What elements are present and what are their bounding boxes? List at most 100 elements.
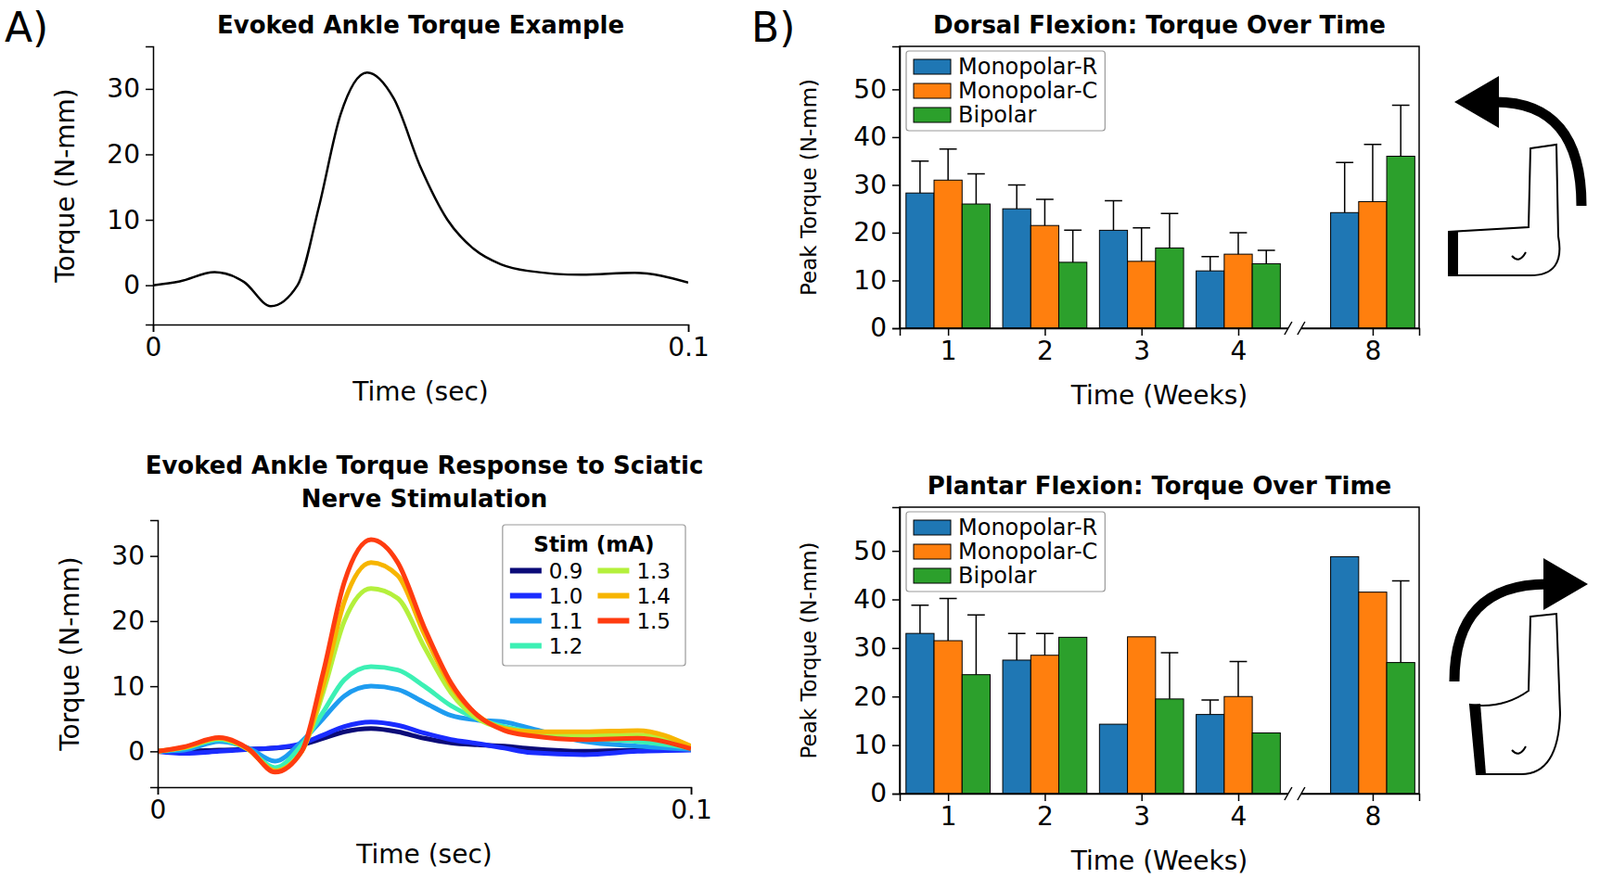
x-axis-tick-label: 3	[1133, 801, 1151, 832]
x-axis-line	[900, 329, 1421, 337]
legend: Monopolar-RMonopolar-CBipolar	[906, 51, 1105, 131]
error-bar	[1229, 662, 1248, 698]
legend-swatch	[913, 544, 951, 560]
x-axis-tick-label: 4	[1230, 335, 1248, 367]
error-bar	[1335, 162, 1354, 213]
bar	[1331, 212, 1359, 329]
x-axis-title: Time (sec)	[351, 376, 488, 408]
bar	[1196, 715, 1225, 794]
y-axis-tick: 10	[106, 204, 154, 236]
y-axis-tick-label: 20	[853, 681, 887, 713]
legend-box	[906, 51, 1105, 131]
bar	[934, 640, 962, 794]
y-axis-tick: 0	[128, 736, 158, 768]
legend-label: 1.5	[636, 609, 671, 634]
legend-swatch	[597, 593, 629, 600]
y-axis-tick: 30	[853, 632, 900, 664]
x-axis-tick: 1	[940, 793, 958, 832]
y-axis-tick-mark	[150, 555, 158, 558]
y-axis: 01020304050	[853, 508, 900, 810]
x-axis-tick-label: 8	[1365, 801, 1383, 832]
y-axis-tick: 20	[106, 139, 154, 170]
bar	[934, 179, 962, 329]
y-axis-tick-label: 10	[111, 671, 145, 703]
bar	[1002, 660, 1031, 794]
legend-label: 1.1	[549, 609, 584, 634]
y-axis-tick: 20	[853, 217, 900, 248]
legend-label: Bipolar	[958, 563, 1037, 589]
bar	[1386, 663, 1415, 794]
y-axis-tick-label: 10	[853, 729, 887, 761]
y-axis-tick: 40	[853, 121, 900, 153]
series-line	[157, 686, 692, 762]
legend-label: Monopolar-C	[958, 77, 1098, 104]
panel-label: A)	[4, 3, 49, 52]
x-axis-tick: 0	[150, 787, 167, 826]
chart-title-line: Dorsal Flexion: Torque Over Time	[933, 11, 1386, 39]
error-bar	[1161, 213, 1179, 248]
y-axis-tick: 0	[123, 269, 154, 301]
bar	[1196, 270, 1225, 329]
x-axis-tick-mark	[1238, 328, 1241, 336]
error-bar	[967, 614, 986, 675]
foot-toe	[1448, 231, 1459, 276]
y-axis-line	[892, 508, 901, 795]
y-axis-tick: 0	[870, 312, 900, 344]
error-bar	[1392, 581, 1410, 664]
bar	[961, 204, 990, 329]
error-bar	[1229, 232, 1248, 255]
x-axis-tick-mark	[691, 787, 693, 795]
x-axis-tick: 3	[1133, 328, 1151, 367]
foot-ankle	[1511, 252, 1526, 260]
x-axis-title: Time (Weeks)	[1070, 845, 1249, 877]
foot-ankle	[1511, 746, 1526, 755]
legend-swatch	[913, 59, 951, 75]
bar	[906, 633, 935, 794]
legend-label: 1.3	[636, 559, 671, 584]
y-axis: 0102030	[111, 521, 158, 789]
x-axis-tick: 2	[1036, 793, 1054, 832]
y-axis-tick: 0	[870, 778, 900, 809]
error-bar	[1036, 199, 1054, 226]
y-axis-tick-mark	[892, 744, 900, 747]
error-bar	[1201, 256, 1219, 271]
error-bar	[1392, 104, 1410, 156]
x-axis: 00.1	[145, 324, 710, 363]
error-bar	[1036, 633, 1054, 656]
y-axis-tick: 10	[853, 265, 900, 296]
plot-area	[906, 104, 1416, 329]
y-axis-tick-mark	[892, 89, 900, 91]
x-axis-tick-mark	[688, 324, 691, 333]
x-axis-line	[153, 325, 690, 333]
y-axis-tick-mark	[145, 153, 154, 156]
x-axis-tick-label: 2	[1036, 335, 1054, 367]
y-axis-tick-label: 30	[853, 169, 887, 201]
x-axis-tick-label: 4	[1230, 801, 1248, 832]
legend-swatch	[913, 107, 951, 123]
legend-swatch	[913, 520, 951, 536]
legend: Monopolar-RMonopolar-CBipolar	[906, 512, 1105, 592]
legend-label: Bipolar	[958, 102, 1037, 128]
y-axis-tick-label: 20	[106, 139, 141, 170]
x-axis-title: Time (sec)	[355, 839, 492, 871]
foot-toe	[1470, 704, 1486, 775]
x-axis-tick-label: 3	[1133, 335, 1151, 367]
y-axis-line	[150, 521, 159, 789]
arrow-head	[1454, 76, 1499, 128]
y-axis-tick-label: 50	[853, 74, 887, 105]
y-axis-tick-label: 0	[123, 269, 141, 301]
y-axis-tick-mark	[145, 89, 154, 91]
error-bar	[911, 605, 930, 634]
bar	[1127, 637, 1156, 794]
y-axis-tick-mark	[892, 184, 900, 187]
y-axis-tick-label: 20	[111, 605, 145, 637]
x-axis-tick-label: 2	[1036, 801, 1054, 832]
y-axis-tick-mark	[892, 328, 900, 331]
series-line	[157, 666, 692, 768]
error-bar	[911, 161, 930, 194]
x-axis-tick: 0.1	[670, 787, 713, 826]
x-axis-tick: 8	[1365, 793, 1383, 832]
axis-break-slashes	[1284, 787, 1306, 801]
x-axis-tick-mark	[1044, 328, 1047, 336]
series-line	[153, 72, 689, 307]
